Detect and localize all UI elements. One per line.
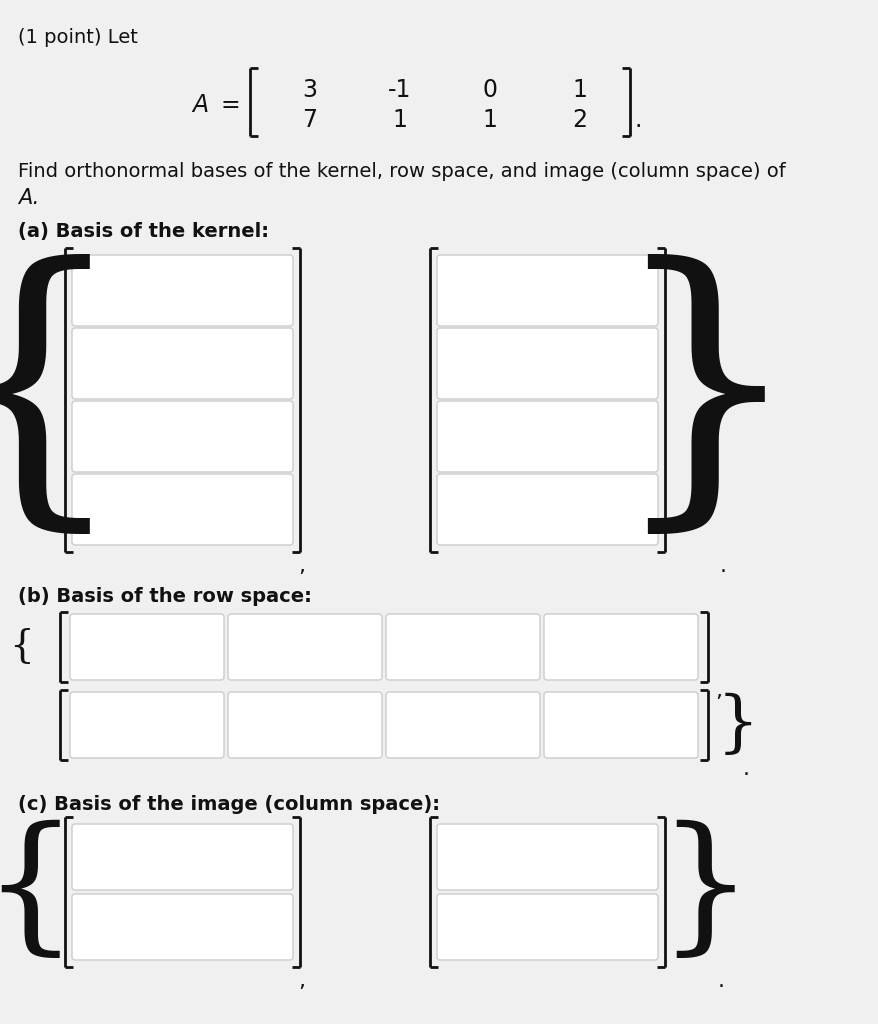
FancyBboxPatch shape [385, 614, 539, 680]
FancyBboxPatch shape [72, 328, 292, 399]
Text: Find orthonormal bases of the kernel, row space, and image (column space) of: Find orthonormal bases of the kernel, ro… [18, 162, 785, 181]
FancyBboxPatch shape [436, 824, 658, 890]
Text: A.: A. [18, 188, 40, 208]
Text: (1 point) Let: (1 point) Let [18, 28, 138, 47]
Text: 0: 0 [482, 78, 497, 102]
FancyBboxPatch shape [385, 692, 539, 758]
Text: 2: 2 [572, 108, 587, 132]
FancyBboxPatch shape [72, 474, 292, 545]
Text: -1: -1 [388, 78, 411, 102]
Text: ,: , [714, 681, 721, 701]
FancyBboxPatch shape [436, 894, 658, 961]
Text: }: } [716, 692, 759, 758]
Text: .: . [634, 108, 642, 132]
Text: 1: 1 [392, 108, 407, 132]
FancyBboxPatch shape [436, 474, 658, 545]
FancyBboxPatch shape [72, 401, 292, 472]
FancyBboxPatch shape [436, 255, 658, 326]
Text: (b) Basis of the row space:: (b) Basis of the row space: [18, 587, 312, 606]
Text: $A\ =$: $A\ =$ [191, 93, 240, 117]
FancyBboxPatch shape [72, 824, 292, 890]
FancyBboxPatch shape [227, 692, 382, 758]
Text: 1: 1 [572, 78, 587, 102]
Text: }: } [657, 819, 752, 965]
FancyBboxPatch shape [70, 692, 224, 758]
Text: 7: 7 [302, 108, 317, 132]
FancyBboxPatch shape [72, 255, 292, 326]
FancyBboxPatch shape [70, 614, 224, 680]
FancyBboxPatch shape [543, 614, 697, 680]
Text: {: { [0, 819, 77, 965]
FancyBboxPatch shape [436, 328, 658, 399]
Text: ,: , [299, 556, 306, 575]
Text: (a) Basis of the kernel:: (a) Basis of the kernel: [18, 222, 269, 241]
FancyBboxPatch shape [436, 401, 658, 472]
Text: ,: , [299, 971, 306, 991]
Text: .: . [719, 556, 726, 575]
FancyBboxPatch shape [543, 692, 697, 758]
Text: (c) Basis of the image (column space):: (c) Basis of the image (column space): [18, 795, 440, 814]
FancyBboxPatch shape [227, 614, 382, 680]
Text: }: } [608, 253, 801, 547]
Text: .: . [716, 971, 723, 991]
FancyBboxPatch shape [72, 894, 292, 961]
Text: {: { [10, 629, 34, 666]
Text: 1: 1 [482, 108, 497, 132]
Text: {: { [0, 253, 126, 547]
Text: 3: 3 [302, 78, 317, 102]
Text: .: . [742, 759, 749, 779]
